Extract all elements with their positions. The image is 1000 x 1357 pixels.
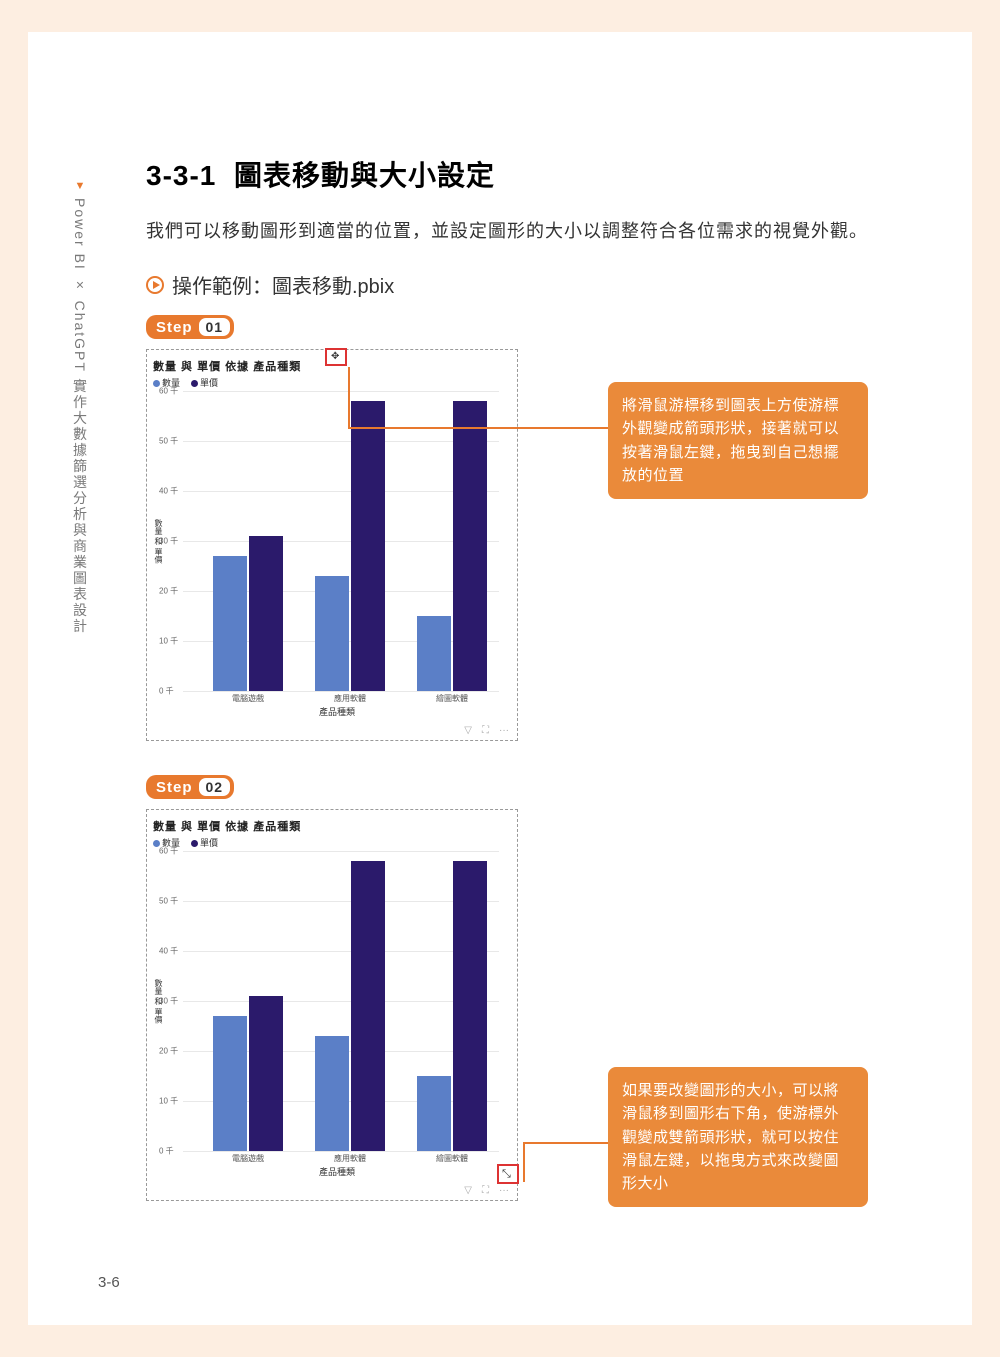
filter-icon[interactable]: ▽ <box>464 725 472 736</box>
bar-group: 電腦遊戲 <box>203 391 293 691</box>
bar-series-b <box>453 861 487 1151</box>
step-word: Step <box>156 779 193 796</box>
step-badge-2: Step 02 <box>146 775 234 799</box>
x-tick-label: 電腦遊戲 <box>203 693 293 704</box>
highlight-resize-cursor: ⤡ <box>497 1164 519 1184</box>
leader-line-2v <box>523 1142 525 1182</box>
focus-icon[interactable]: ⛶ <box>482 725 489 736</box>
callout-1: 將滑鼠游標移到圖表上方使游標外觀變成箭頭形狀，接著就可以按著滑鼠左鍵，拖曳到自己… <box>608 382 868 499</box>
bar-group: 應用軟體 <box>305 391 395 691</box>
x-tick-label: 應用軟體 <box>305 1153 395 1164</box>
example-line: 操作範例：圖表移動.pbix <box>146 270 946 299</box>
chart-footer-icons: ▽ ⛶ ··· <box>464 725 509 736</box>
move-cursor-icon: ✥ <box>331 351 339 362</box>
x-tick-label: 應用軟體 <box>305 693 395 704</box>
step-number: 01 <box>199 318 231 336</box>
example-label: 操作範例：圖表移動.pbix <box>172 270 394 299</box>
bar-series-a <box>213 556 247 691</box>
bar-group: 應用軟體 <box>305 851 395 1151</box>
chart-title: 數量 與 單價 依據 產品種類 <box>153 818 511 834</box>
y-tick-label: 40 千 <box>159 486 178 497</box>
callout-1-text: 將滑鼠游標移到圖表上方使游標外觀變成箭頭形狀，接著就可以按著滑鼠左鍵，拖曳到自己… <box>622 397 839 484</box>
y-tick-label: 10 千 <box>159 636 178 647</box>
y-tick-label: 50 千 <box>159 896 178 907</box>
legend-swatch-b <box>191 380 198 387</box>
x-tick-label: 繪圖軟體 <box>407 1153 497 1164</box>
bar-group: 電腦遊戲 <box>203 851 293 1151</box>
more-icon[interactable]: ··· <box>499 725 509 736</box>
page-number: 3-6 <box>98 1274 120 1291</box>
bar-series-a <box>315 576 349 691</box>
chart-legend: 數量 單價 <box>153 376 511 389</box>
gridline <box>183 691 499 692</box>
y-tick-label: 30 千 <box>159 536 178 547</box>
side-label-text: Power BI × ChatGPT 實作大數據篩選分析與商業圖表設計 <box>72 198 88 635</box>
y-tick-label: 10 千 <box>159 1096 178 1107</box>
chart-plot-area: 數量 和 單價 0 千10 千20 千30 千40 千50 千60 千電腦遊戲應… <box>183 851 499 1151</box>
y-tick-label: 0 千 <box>159 1146 174 1157</box>
page: ▼ Power BI × ChatGPT 實作大數據篩選分析與商業圖表設計 3-3… <box>28 32 972 1325</box>
y-tick-label: 20 千 <box>159 586 178 597</box>
bar-series-b <box>351 401 385 691</box>
legend-label-b: 單價 <box>200 378 218 388</box>
leader-line-2h <box>523 1142 608 1144</box>
callout-2-text: 如果要改變圖形的大小，可以將滑鼠移到圖形右下角，使游標外觀變成雙箭頭形狀，就可以… <box>622 1082 839 1192</box>
x-axis-title: 產品種類 <box>163 1165 511 1178</box>
leader-line-1v <box>348 367 350 429</box>
play-icon <box>146 276 164 294</box>
highlight-move-cursor: ✥ <box>325 348 347 366</box>
filter-icon[interactable]: ▽ <box>464 1185 472 1196</box>
y-tick-label: 60 千 <box>159 846 178 857</box>
chart-card-2: 數量 與 單價 依據 產品種類 數量 單價 數量 和 單價 0 千10 千20 … <box>146 809 518 1201</box>
legend-swatch-b <box>191 840 198 847</box>
y-tick-label: 50 千 <box>159 436 178 447</box>
y-tick-label: 40 千 <box>159 946 178 957</box>
y-tick-label: 20 千 <box>159 1046 178 1057</box>
bar-series-b <box>249 996 283 1151</box>
section-number: 3-3-1 <box>146 160 216 191</box>
bar-series-b <box>453 401 487 691</box>
bar-group: 繪圖軟體 <box>407 391 497 691</box>
x-axis-title: 產品種類 <box>163 705 511 718</box>
main-content: 3-3-1 圖表移動與大小設定 我們可以移動圖形到適當的位置，並設定圖形的大小以… <box>146 154 946 1201</box>
bar-series-b <box>351 861 385 1151</box>
x-tick-label: 繪圖軟體 <box>407 693 497 704</box>
y-tick-label: 0 千 <box>159 686 174 697</box>
bar-series-a <box>315 1036 349 1151</box>
legend-label-b: 單價 <box>200 838 218 848</box>
bar-series-a <box>213 1016 247 1151</box>
intro-paragraph: 我們可以移動圖形到適當的位置，並設定圖形的大小以調整符合各位需求的視覺外觀。 <box>146 214 946 248</box>
chart-card-1: 數量 與 單價 依據 產品種類 數量 單價 數量 和 單價 0 千10 千20 … <box>146 349 518 741</box>
chart-footer-icons: ▽ ⛶ ··· <box>464 1185 509 1196</box>
step-badge-1: Step 01 <box>146 315 234 339</box>
step-word: Step <box>156 319 193 336</box>
more-icon[interactable]: ··· <box>499 1185 509 1196</box>
leader-line-1h <box>348 427 608 429</box>
resize-cursor-icon: ⤡ <box>502 1168 511 1181</box>
bar-series-a <box>417 616 451 691</box>
y-tick-label: 30 千 <box>159 996 178 1007</box>
gridline <box>183 1151 499 1152</box>
bar-series-a <box>417 1076 451 1151</box>
focus-icon[interactable]: ⛶ <box>482 1185 489 1196</box>
triangle-icon: ▼ <box>74 180 86 194</box>
section-heading: 3-3-1 圖表移動與大小設定 <box>146 154 946 194</box>
chart-legend: 數量 單價 <box>153 836 511 849</box>
step-number: 02 <box>199 778 231 796</box>
callout-2: 如果要改變圖形的大小，可以將滑鼠移到圖形右下角，使游標外觀變成雙箭頭形狀，就可以… <box>608 1067 868 1207</box>
bar-series-b <box>249 536 283 691</box>
bar-group: 繪圖軟體 <box>407 851 497 1151</box>
section-title: 圖表移動與大小設定 <box>234 160 495 191</box>
y-tick-label: 60 千 <box>159 386 178 397</box>
chart-plot-area: 數量 和 單價 0 千10 千20 千30 千40 千50 千60 千電腦遊戲應… <box>183 391 499 691</box>
x-tick-label: 電腦遊戲 <box>203 1153 293 1164</box>
side-running-title: ▼ Power BI × ChatGPT 實作大數據篩選分析與商業圖表設計 <box>70 180 90 635</box>
